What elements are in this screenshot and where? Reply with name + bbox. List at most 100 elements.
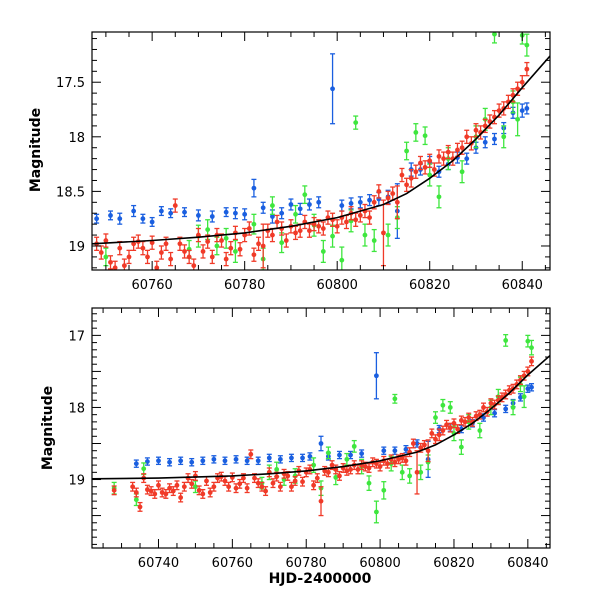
x-tick-label: 60840 bbox=[502, 278, 543, 293]
data-marker bbox=[436, 154, 442, 159]
data-point bbox=[207, 487, 213, 498]
data-point bbox=[174, 480, 180, 491]
data-marker bbox=[211, 456, 217, 462]
data-marker bbox=[481, 405, 486, 410]
data-marker bbox=[473, 413, 479, 419]
data-marker bbox=[223, 235, 229, 241]
data-marker bbox=[246, 226, 252, 231]
data-point bbox=[126, 249, 132, 265]
data-point bbox=[320, 221, 326, 236]
data-point bbox=[503, 334, 509, 347]
data-marker bbox=[252, 475, 257, 481]
data-point bbox=[137, 501, 143, 512]
data-marker bbox=[311, 462, 317, 468]
data-marker bbox=[524, 66, 530, 72]
data-marker bbox=[223, 209, 229, 215]
data-marker bbox=[447, 425, 453, 431]
data-point bbox=[277, 481, 283, 492]
data-marker bbox=[259, 484, 265, 490]
data-point bbox=[242, 227, 248, 243]
data-marker bbox=[177, 241, 183, 247]
data-marker bbox=[521, 394, 527, 400]
data-marker bbox=[200, 249, 206, 254]
x-tick-label: 60820 bbox=[409, 278, 450, 293]
data-marker bbox=[297, 206, 303, 212]
data-marker bbox=[181, 484, 187, 490]
data-point bbox=[248, 449, 254, 460]
data-point bbox=[204, 475, 209, 486]
data-marker bbox=[189, 459, 195, 465]
data-point bbox=[481, 402, 487, 413]
data-marker bbox=[140, 216, 146, 222]
data-marker bbox=[492, 32, 497, 37]
data-marker bbox=[237, 246, 243, 252]
data-marker bbox=[436, 194, 442, 200]
data-point bbox=[357, 196, 363, 209]
data-point bbox=[200, 456, 206, 466]
data-marker bbox=[440, 402, 446, 408]
data-marker bbox=[525, 338, 531, 344]
data-marker bbox=[492, 136, 497, 142]
data-point bbox=[519, 103, 525, 118]
x-tick-label: 60760 bbox=[212, 556, 253, 571]
data-marker bbox=[433, 415, 438, 420]
data-marker bbox=[172, 203, 178, 208]
data-marker bbox=[141, 466, 147, 472]
data-point bbox=[149, 216, 155, 227]
data-point bbox=[155, 456, 161, 466]
data-point bbox=[353, 212, 359, 227]
data-marker bbox=[524, 42, 530, 48]
data-point bbox=[195, 227, 201, 243]
y-tick-label: 18 bbox=[68, 131, 85, 146]
data-marker bbox=[270, 214, 275, 219]
data-point bbox=[404, 177, 410, 193]
data-marker bbox=[392, 396, 398, 402]
data-marker bbox=[518, 394, 523, 400]
data-marker bbox=[413, 169, 419, 175]
data-marker bbox=[149, 240, 155, 246]
data-marker bbox=[529, 384, 534, 390]
data-marker bbox=[515, 86, 521, 92]
data-point bbox=[140, 240, 146, 256]
data-marker bbox=[422, 133, 428, 139]
data-marker bbox=[289, 455, 294, 461]
data-marker bbox=[427, 172, 433, 178]
data-marker bbox=[98, 250, 104, 255]
data-marker bbox=[422, 164, 428, 170]
x-tick-label: 60840 bbox=[507, 556, 548, 571]
data-point bbox=[385, 223, 391, 247]
data-marker bbox=[455, 426, 461, 432]
data-point bbox=[211, 481, 217, 492]
data-marker bbox=[390, 191, 396, 196]
data-marker bbox=[362, 232, 368, 238]
data-point bbox=[413, 123, 419, 142]
data-point bbox=[510, 399, 516, 416]
data-point bbox=[288, 453, 294, 463]
data-marker bbox=[374, 373, 379, 379]
bottom-panel: 60740 60760 60780 60800 60820 60840 17 18 19 bbox=[68, 307, 551, 571]
data-point bbox=[373, 500, 379, 524]
data-point bbox=[170, 486, 176, 497]
data-point bbox=[181, 481, 187, 492]
data-marker bbox=[351, 443, 357, 449]
data-marker bbox=[103, 254, 109, 260]
data-marker bbox=[200, 491, 206, 497]
data-point bbox=[277, 455, 283, 464]
data-point bbox=[172, 198, 178, 213]
data-marker bbox=[274, 219, 280, 225]
data-marker bbox=[178, 458, 184, 464]
data-point bbox=[524, 102, 530, 115]
data-point bbox=[330, 53, 336, 125]
data-point bbox=[336, 470, 342, 481]
data-marker bbox=[459, 169, 465, 175]
data-point bbox=[458, 415, 464, 426]
data-point bbox=[283, 233, 289, 248]
data-marker bbox=[204, 478, 209, 484]
data-point bbox=[408, 168, 414, 188]
data-point bbox=[251, 213, 257, 235]
data-marker bbox=[348, 467, 353, 472]
data-marker bbox=[503, 338, 509, 343]
data-point bbox=[440, 398, 446, 412]
data-marker bbox=[314, 475, 320, 481]
data-marker bbox=[519, 79, 525, 85]
